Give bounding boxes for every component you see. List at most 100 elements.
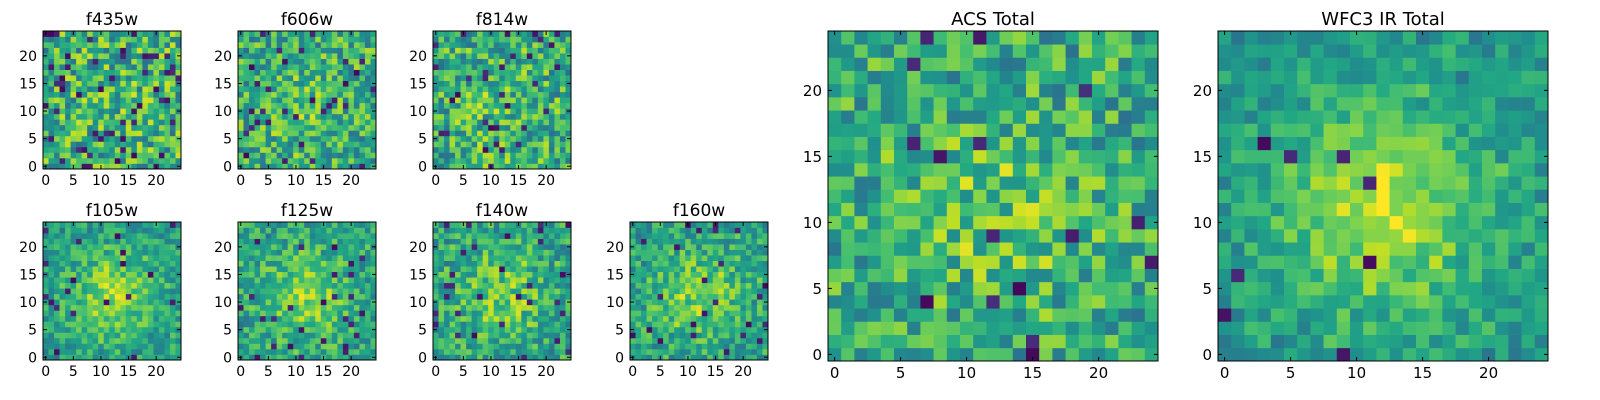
heatmap-cell — [449, 337, 456, 344]
heatmap-cell — [444, 271, 450, 278]
heatmap-cell — [933, 334, 948, 349]
heatmap-cell — [87, 31, 94, 37]
heatmap-cell — [282, 337, 289, 344]
heatmap-cell — [147, 97, 154, 104]
heatmap-cell — [158, 42, 165, 48]
heatmap-cell — [364, 266, 371, 273]
y-tick-label: 20 — [19, 49, 37, 65]
heatmap-cell — [282, 277, 289, 284]
heatmap-cell — [1052, 163, 1066, 177]
heatmap-cell — [630, 348, 636, 355]
heatmap-cell — [685, 310, 692, 317]
heatmap-cell — [663, 321, 669, 328]
heatmap-cell — [353, 293, 360, 300]
heatmap-cell — [455, 337, 461, 344]
heatmap-cell — [946, 176, 961, 190]
heatmap-cell — [745, 293, 752, 300]
heatmap-cell — [933, 163, 948, 177]
heatmap-cell — [103, 282, 110, 289]
heatmap-cell — [293, 304, 300, 311]
heatmap-cell — [320, 255, 327, 261]
heatmap-cell — [444, 152, 450, 159]
heatmap-cell — [271, 124, 277, 131]
heatmap-cell — [433, 348, 439, 355]
heatmap-cell — [1052, 268, 1066, 283]
heatmap-cell — [740, 326, 747, 333]
heatmap-cell — [131, 260, 138, 267]
heatmap-cell — [854, 163, 868, 177]
heatmap-cell — [444, 343, 450, 350]
heatmap-cell — [65, 354, 71, 361]
heatmap-cell — [298, 293, 305, 300]
heatmap-cell — [723, 310, 730, 317]
heatmap-cell — [482, 53, 489, 59]
heatmap-cell — [337, 222, 344, 228]
y-tick-label: 0 — [223, 159, 232, 175]
heatmap-cell — [493, 152, 500, 159]
heatmap-cell — [907, 334, 921, 349]
heatmap-cell — [158, 310, 165, 317]
heatmap-cell — [98, 249, 105, 256]
heatmap-cell — [342, 354, 349, 361]
heatmap-cell — [158, 326, 165, 333]
heatmap-cell — [364, 69, 371, 76]
heatmap-cell — [455, 233, 461, 239]
heatmap-cell — [521, 58, 528, 65]
heatmap-cell — [153, 266, 160, 273]
heatmap-cell — [98, 108, 105, 115]
heatmap-cell — [565, 31, 572, 37]
heatmap-cell — [559, 354, 566, 361]
heatmap-cell — [109, 91, 116, 98]
heatmap-cell — [740, 293, 747, 300]
heatmap-cell — [43, 260, 49, 267]
heatmap-cell — [65, 42, 71, 48]
heatmap-cell — [471, 288, 478, 295]
heatmap-cell — [444, 233, 450, 239]
heatmap-cell — [493, 80, 500, 87]
heatmap-cell — [920, 163, 934, 177]
heatmap-cell — [271, 102, 277, 109]
heatmap-cell — [499, 97, 506, 104]
heatmap-cell — [298, 315, 305, 322]
heatmap-cell — [674, 222, 681, 228]
heatmap-cell — [298, 337, 305, 344]
heatmap-cell — [309, 53, 316, 59]
heatmap-cell — [537, 163, 544, 170]
heatmap-cell — [98, 157, 105, 164]
heatmap-cell — [342, 255, 349, 261]
heatmap-cell — [499, 91, 506, 98]
heatmap-cell — [499, 102, 506, 109]
heatmap-cell — [537, 227, 544, 234]
heatmap-cell — [499, 288, 506, 295]
heatmap-cell — [554, 227, 561, 234]
heatmap-cell — [548, 119, 555, 126]
heatmap-cell — [548, 293, 555, 300]
heatmap-cell — [444, 64, 450, 70]
heatmap-cell — [482, 238, 489, 245]
heatmap-cell — [276, 332, 283, 339]
heatmap-cell — [265, 69, 272, 76]
heatmap-cell — [298, 113, 305, 120]
heatmap-cell — [510, 36, 517, 43]
heatmap-cell — [315, 326, 322, 333]
heatmap-cell — [315, 69, 322, 76]
heatmap-cell — [690, 266, 697, 273]
heatmap-cell — [1065, 308, 1080, 322]
heatmap-cell — [433, 293, 439, 300]
heatmap-cell — [756, 354, 763, 361]
heatmap-cell — [109, 332, 116, 339]
heatmap-cell — [359, 266, 366, 273]
heatmap-cell — [353, 343, 360, 350]
heatmap-cell — [641, 288, 647, 295]
heatmap-cell — [364, 293, 371, 300]
heatmap-cell — [131, 124, 138, 131]
heatmap-cell — [565, 141, 572, 148]
heatmap-cell — [65, 80, 71, 87]
heatmap-cell — [526, 255, 533, 261]
heatmap-cell — [164, 124, 171, 131]
heatmap-cell — [309, 282, 316, 289]
heatmap-cell — [674, 293, 681, 300]
heatmap-cell — [471, 102, 478, 109]
heatmap-cell — [298, 321, 305, 328]
heatmap-cell — [320, 157, 327, 164]
